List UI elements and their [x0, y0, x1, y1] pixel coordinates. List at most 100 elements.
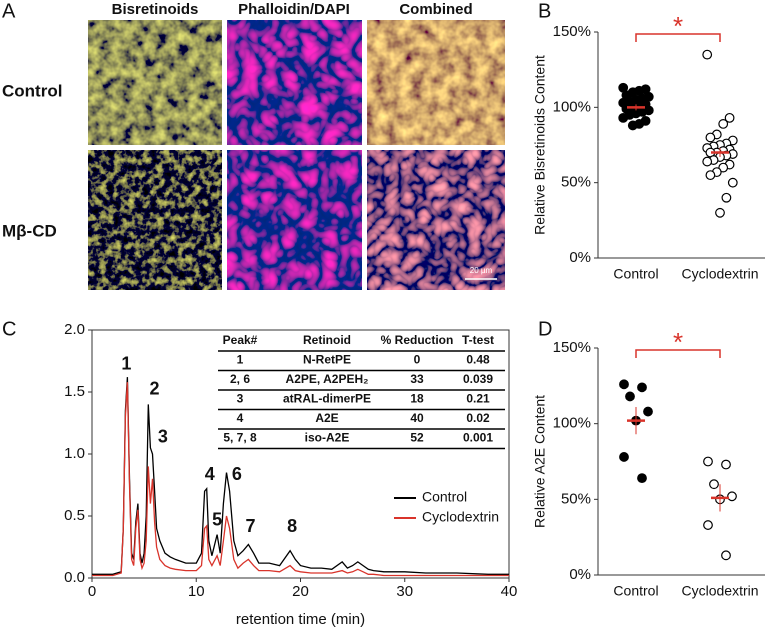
image — [88, 150, 222, 290]
data-point — [637, 382, 647, 393]
data-point — [702, 49, 713, 60]
y-tick-label: 150% — [553, 23, 591, 40]
data-point — [703, 520, 713, 530]
table-cell: 40 — [410, 411, 424, 425]
image — [227, 20, 362, 145]
table-cell: A2PE, A2PEH₂ — [286, 372, 369, 386]
table-cell: A2E — [315, 411, 338, 425]
significance-bracket — [635, 33, 721, 42]
peak-label: 6 — [232, 464, 242, 484]
x-tick-label: Cyclodextrin — [681, 266, 758, 282]
legend-label: Control — [422, 489, 467, 505]
scale-bar-label: 20 µm — [470, 266, 493, 275]
data-point — [618, 112, 629, 123]
table-cell: 0.001 — [463, 431, 493, 445]
panel-label: B — [538, 0, 551, 22]
table-cell: 2, 6 — [230, 372, 250, 386]
table-cell: 18 — [410, 392, 424, 406]
y-axis-label: Relative A2E Content — [532, 395, 548, 528]
data-point — [721, 192, 732, 203]
x-tick-label: Control — [613, 266, 658, 282]
y-tick-label: 100% — [553, 415, 591, 432]
y-tick-label: 1.5 — [64, 383, 85, 400]
x-tick-label: 10 — [188, 583, 205, 600]
y-tick-label: 1.0 — [64, 445, 85, 462]
data-point — [627, 120, 638, 131]
significance-bracket — [635, 349, 721, 358]
table-cell: 52 — [410, 431, 424, 445]
panel-label: A — [2, 0, 16, 22]
table-cell: 33 — [410, 372, 424, 386]
x-tick-label: 20 — [292, 583, 309, 600]
y-tick-label: 50% — [561, 490, 591, 507]
x-tick-label: 40 — [501, 583, 518, 600]
table-cell: 0.21 — [466, 392, 490, 406]
x-tick-label: Cyclodextrin — [681, 583, 758, 599]
peak-label: 4 — [205, 464, 215, 484]
table-cell: 0.039 — [463, 372, 493, 386]
plot-frame — [91, 329, 510, 579]
image — [367, 150, 505, 290]
significance-label: * — [673, 327, 683, 357]
data-point — [727, 177, 738, 188]
row-label: Mβ-CD — [2, 221, 57, 240]
y-tick-label: 50% — [561, 174, 591, 191]
data-point — [625, 391, 635, 402]
table-header: % Reduction — [381, 333, 454, 347]
data-point — [619, 452, 629, 462]
y-tick-label: 0.5 — [64, 507, 85, 524]
x-axis-label: retention time (min) — [236, 611, 365, 628]
data-point — [715, 207, 725, 218]
data-point — [637, 473, 647, 484]
y-tick-label: 100% — [553, 98, 591, 115]
table-cell: iso-A2E — [305, 431, 350, 445]
y-tick-label: 0% — [569, 566, 591, 583]
panel-label: D — [538, 318, 552, 340]
peak-label: 8 — [287, 516, 297, 536]
image — [88, 20, 222, 145]
table-cell: 4 — [237, 411, 244, 425]
column-header: Phalloidin/DAPI — [238, 1, 350, 18]
y-tick-label: 2.0 — [64, 321, 85, 338]
data-point — [703, 456, 713, 467]
table-cell: N-RetPE — [303, 353, 351, 367]
table-cell: atRAL-dimerPE — [283, 392, 371, 406]
y-tick-label: 0% — [569, 249, 591, 266]
peak-label: 1 — [121, 353, 131, 373]
x-tick-label: Control — [613, 583, 658, 599]
column-header: Combined — [399, 1, 472, 18]
significance-label: * — [673, 11, 683, 41]
table-cell: 1 — [237, 353, 244, 367]
data-point — [721, 459, 731, 470]
peak-label: 5 — [212, 510, 222, 530]
y-tick-label: 150% — [553, 339, 591, 356]
table-cell: 3 — [237, 392, 244, 406]
micrographs: 20 µm Bisretinoids Phalloidin/DAPI Combi… — [2, 1, 505, 290]
legend-label: Cyclodextrin — [422, 509, 499, 525]
column-header: Bisretinoids — [112, 1, 199, 18]
data-point — [619, 379, 629, 390]
peak-label: 2 — [150, 378, 160, 398]
table-header: Retinoid — [303, 333, 351, 347]
peak-label: 3 — [158, 427, 168, 447]
row-label: Control — [2, 81, 62, 100]
y-axis-label: Relative Bisretinoids Content — [532, 55, 548, 235]
data-point — [727, 491, 737, 502]
series-line — [92, 377, 509, 575]
table-cell: 0.02 — [466, 411, 490, 425]
data-point — [705, 132, 716, 143]
data-point — [721, 550, 731, 561]
x-tick-label: 30 — [396, 583, 413, 600]
table-cell: 0 — [414, 353, 421, 367]
data-point — [643, 406, 653, 417]
table-cell: 0.48 — [466, 353, 490, 367]
table-cell: 5, 7, 8 — [223, 431, 257, 445]
x-tick-label: 0 — [88, 583, 96, 600]
data-point — [718, 119, 729, 129]
table-header: Peak# — [223, 333, 258, 347]
series-line — [92, 382, 509, 577]
data-point — [705, 170, 716, 181]
image — [367, 20, 505, 145]
